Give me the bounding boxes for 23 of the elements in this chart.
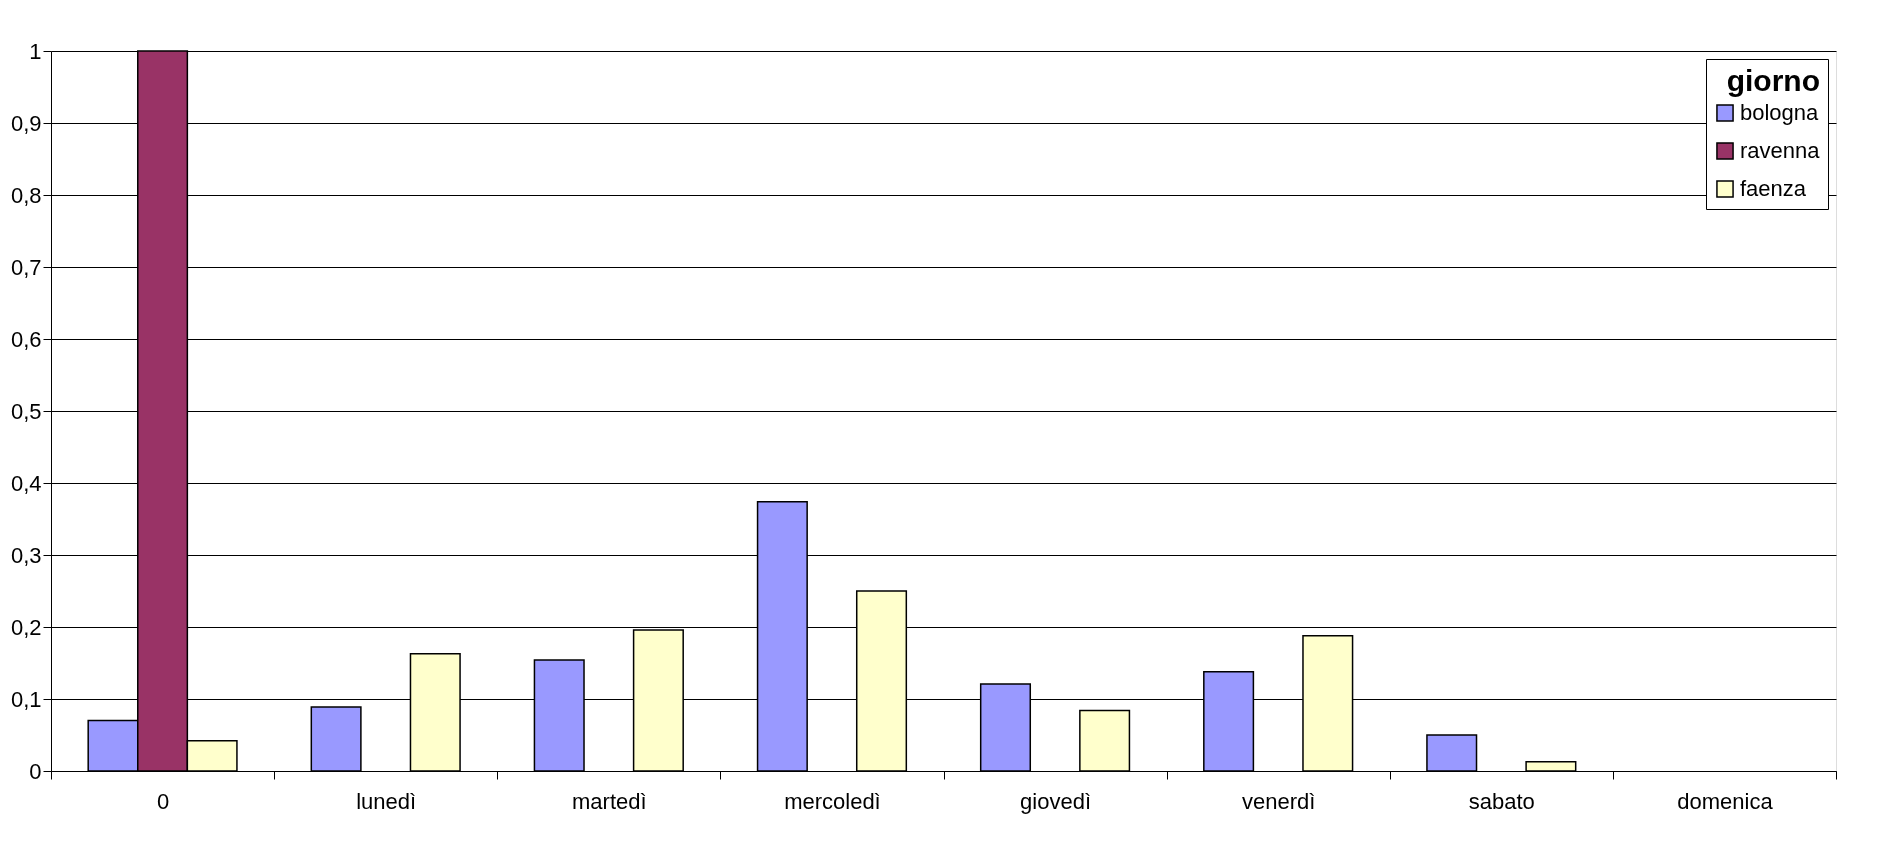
y-tick-label: 0,7: [10, 254, 42, 280]
x-tick-label: sabato: [1468, 788, 1535, 814]
x-tick-label: 0: [156, 788, 170, 814]
legend-title: giorno: [1726, 64, 1820, 97]
y-tick-label: 1: [29, 38, 42, 64]
y-tick-label: 0,2: [10, 614, 42, 640]
legend-label: faenza: [1740, 176, 1807, 201]
y-tick-label: 0,1: [10, 686, 42, 712]
x-tick-label: martedì: [572, 788, 647, 814]
legend-label: ravenna: [1740, 138, 1821, 163]
y-tick-label: 0,3: [10, 542, 42, 568]
x-tick-label: venerdì: [1241, 788, 1316, 814]
x-tick-label: domenica: [1677, 788, 1774, 814]
x-tick-label: giovedì: [1020, 788, 1092, 814]
y-tick-label: 0,5: [10, 398, 42, 424]
y-tick-label: 0: [29, 758, 42, 784]
x-tick-label: lunedì: [356, 788, 417, 814]
y-tick-label: 0,4: [10, 470, 42, 496]
y-tick-label: 0,8: [10, 182, 42, 208]
legend-label: bologna: [1740, 100, 1820, 125]
y-tick-label: 0,6: [10, 326, 42, 352]
x-tick-label: mercoledì: [784, 788, 881, 814]
y-tick-label: 0,9: [10, 110, 42, 136]
